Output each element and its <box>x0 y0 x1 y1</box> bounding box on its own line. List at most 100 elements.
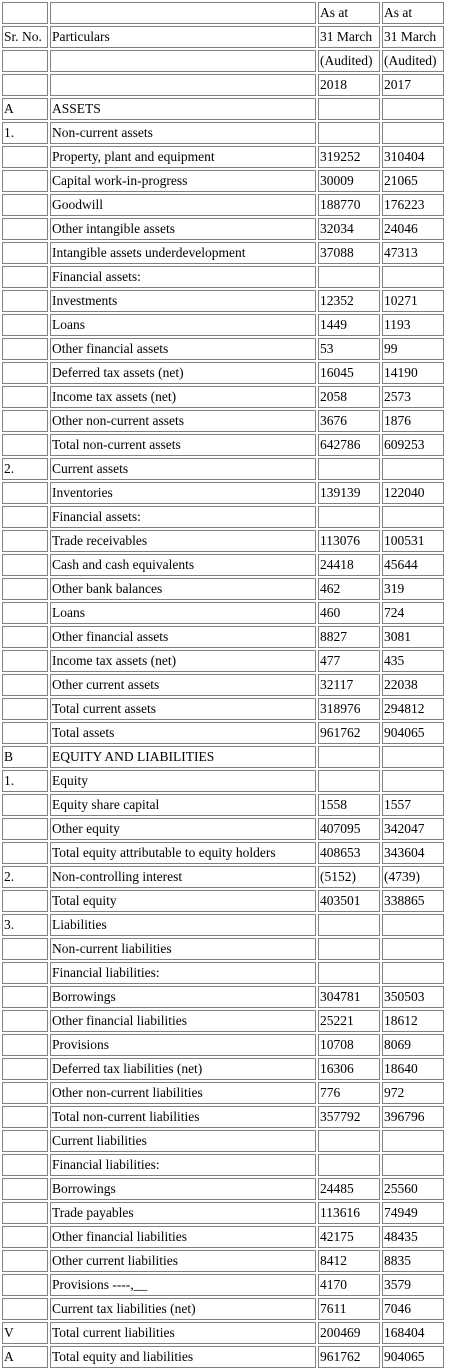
table-row: Provisions 10708 8069 <box>2 1034 444 1056</box>
sr-no-cell <box>2 698 48 720</box>
value-2018-cell: (5152) <box>318 866 380 888</box>
value-2018-cell: 24485 <box>318 1178 380 1200</box>
table-row: Deferred tax liabilities (net) 16306 18640 <box>2 1058 444 1080</box>
value-2017-cell <box>382 914 444 936</box>
header-row: As at As at <box>2 2 444 24</box>
table-row: 1. Equity <box>2 770 444 792</box>
value-2018-cell: 7611 <box>318 1298 380 1320</box>
value-2018-cell: 961762 <box>318 1346 380 1368</box>
particulars-cell: Trade payables <box>50 1202 316 1224</box>
particulars-cell: Other financial liabilities <box>50 1010 316 1032</box>
sr-no-cell: A <box>2 1346 48 1368</box>
table-row: Cash and cash equivalents 24418 45644 <box>2 554 444 576</box>
value-2017-cell: 21065 <box>382 170 444 192</box>
particulars-cell: EQUITY AND LIABILITIES <box>50 746 316 768</box>
value-2017-cell: 350503 <box>382 986 444 1008</box>
value-2017-cell: 972 <box>382 1082 444 1104</box>
value-2018-cell: 357792 <box>318 1106 380 1128</box>
table-row: Other financial assets 8827 3081 <box>2 626 444 648</box>
balance-sheet-table: As at As at Sr. No. Particulars 31 March 31 M… <box>2 2 444 1368</box>
particulars-cell: Non-controlling interest <box>50 866 316 888</box>
sr-no-cell <box>2 266 48 288</box>
table-row: Income tax assets (net) 477 435 <box>2 650 444 672</box>
table-row: Trade payables 113616 74949 <box>2 1202 444 1224</box>
sr-no-cell <box>2 938 48 960</box>
value-2017-cell <box>382 98 444 120</box>
sr-no-cell <box>2 338 48 360</box>
value-2017-cell: 904065 <box>382 722 444 744</box>
table-row: A Total equity and liabilities 961762 90406… <box>2 1346 444 1368</box>
value-2017-cell: 396796 <box>382 1106 444 1128</box>
value-2017-cell: 18640 <box>382 1058 444 1080</box>
value-2018-cell: 4170 <box>318 1274 380 1296</box>
value-2018-cell: 16045 <box>318 362 380 384</box>
value-2018-cell: 32117 <box>318 674 380 696</box>
value-2018-cell: 24418 <box>318 554 380 576</box>
sr-no-cell <box>2 1250 48 1272</box>
value-2017-cell: 176223 <box>382 194 444 216</box>
value-2017-cell <box>382 962 444 984</box>
sr-no-cell: 1. <box>2 122 48 144</box>
value-2018-cell: 12352 <box>318 290 380 312</box>
table-row: Loans 460 724 <box>2 602 444 624</box>
table-row: Current tax liabilities (net) 7611 7046 <box>2 1298 444 1320</box>
value-2018-cell: 407095 <box>318 818 380 840</box>
value-2018-cell: 477 <box>318 650 380 672</box>
value-2017-cell <box>382 458 444 480</box>
table-row: Total non-current assets 642786 609253 <box>2 434 444 456</box>
header-row: 2018 2017 <box>2 74 444 96</box>
particulars-cell: Other current assets <box>50 674 316 696</box>
value-2018-cell <box>318 266 380 288</box>
value-2017-cell: 2017 <box>382 74 444 96</box>
value-2018-cell: 403501 <box>318 890 380 912</box>
sr-no-cell <box>2 362 48 384</box>
particulars-cell: Non-current liabilities <box>50 938 316 960</box>
sr-no-cell <box>2 410 48 432</box>
table-row: Deferred tax assets (net) 16045 14190 <box>2 362 444 384</box>
table-row: Property, plant and equipment 319252 31040… <box>2 146 444 168</box>
sr-no-cell <box>2 218 48 240</box>
table-row: Other financial liabilities 25221 18612 <box>2 1010 444 1032</box>
table-row: 2. Current assets <box>2 458 444 480</box>
sr-no-cell <box>2 962 48 984</box>
value-2017-cell: 435 <box>382 650 444 672</box>
value-2017-cell: 1193 <box>382 314 444 336</box>
value-2017-cell: 24046 <box>382 218 444 240</box>
table-row: Income tax assets (net) 2058 2573 <box>2 386 444 408</box>
value-2017-cell: 338865 <box>382 890 444 912</box>
particulars-cell: Other financial assets <box>50 626 316 648</box>
table-row: Equity share capital 1558 1557 <box>2 794 444 816</box>
particulars-cell: Total current liabilities <box>50 1322 316 1344</box>
sr-no-cell <box>2 1058 48 1080</box>
sr-no-cell <box>2 146 48 168</box>
value-2018-cell: 318976 <box>318 698 380 720</box>
value-2018-cell: 1449 <box>318 314 380 336</box>
sr-no-cell <box>2 434 48 456</box>
value-2018-cell: 961762 <box>318 722 380 744</box>
particulars-cell: Financial liabilities: <box>50 1154 316 1176</box>
value-2017-cell: 25560 <box>382 1178 444 1200</box>
particulars-cell: Equity share capital <box>50 794 316 816</box>
value-2017-cell <box>382 746 444 768</box>
sr-no-cell <box>2 818 48 840</box>
value-2017-cell: 74949 <box>382 1202 444 1224</box>
value-2017-cell: 10271 <box>382 290 444 312</box>
particulars-cell: Financial assets: <box>50 266 316 288</box>
particulars-cell: Total equity <box>50 890 316 912</box>
value-2018-cell: 460 <box>318 602 380 624</box>
value-2018-cell: 408653 <box>318 842 380 864</box>
sr-no-cell <box>2 986 48 1008</box>
value-2017-cell: 1557 <box>382 794 444 816</box>
sr-no-cell <box>2 1082 48 1104</box>
table-row: A ASSETS <box>2 98 444 120</box>
sr-no-cell: 2. <box>2 866 48 888</box>
table-row: Financial assets: <box>2 266 444 288</box>
sr-no-cell <box>2 290 48 312</box>
sr-no-cell <box>2 794 48 816</box>
value-2017-cell <box>382 122 444 144</box>
value-2018-cell: 188770 <box>318 194 380 216</box>
sr-no-cell <box>2 578 48 600</box>
value-2017-cell: (Audited) <box>382 50 444 72</box>
table-row: Other bank balances 462 319 <box>2 578 444 600</box>
value-2017-cell <box>382 938 444 960</box>
